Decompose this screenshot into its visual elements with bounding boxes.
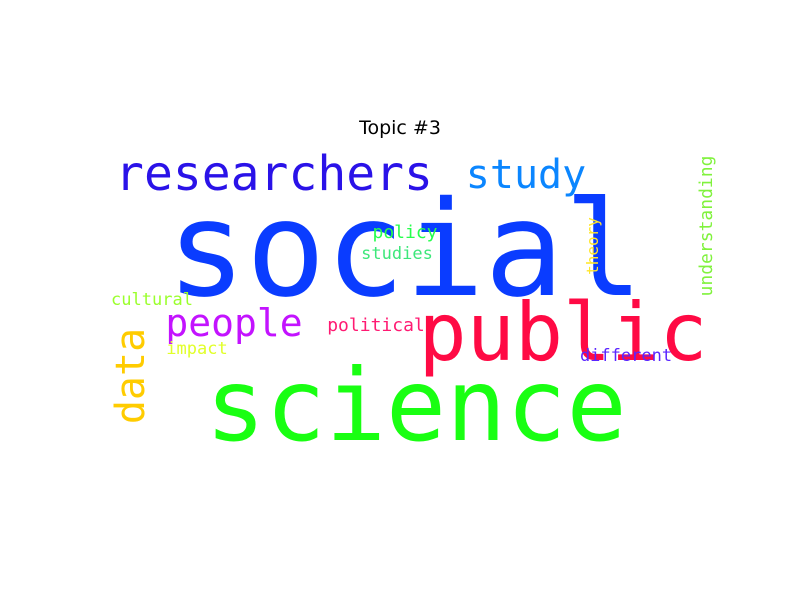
word-data: data	[108, 328, 154, 424]
word-political: political	[327, 315, 425, 336]
word-researchers: researchers	[115, 146, 433, 202]
chart-title: Topic #3	[359, 117, 441, 139]
word-different: different	[580, 346, 672, 366]
word-impact: impact	[166, 339, 227, 359]
word-social: social	[167, 173, 644, 327]
word-study: study	[466, 152, 586, 198]
word-understanding: understanding	[696, 156, 717, 297]
word-studies: studies	[361, 244, 433, 264]
word-science: science	[205, 347, 626, 464]
word-cultural: cultural	[111, 290, 193, 310]
word-people: people	[165, 301, 302, 345]
word-policy: policy	[372, 222, 437, 243]
word-public: public	[419, 286, 708, 379]
word-theory: theory	[583, 217, 602, 275]
